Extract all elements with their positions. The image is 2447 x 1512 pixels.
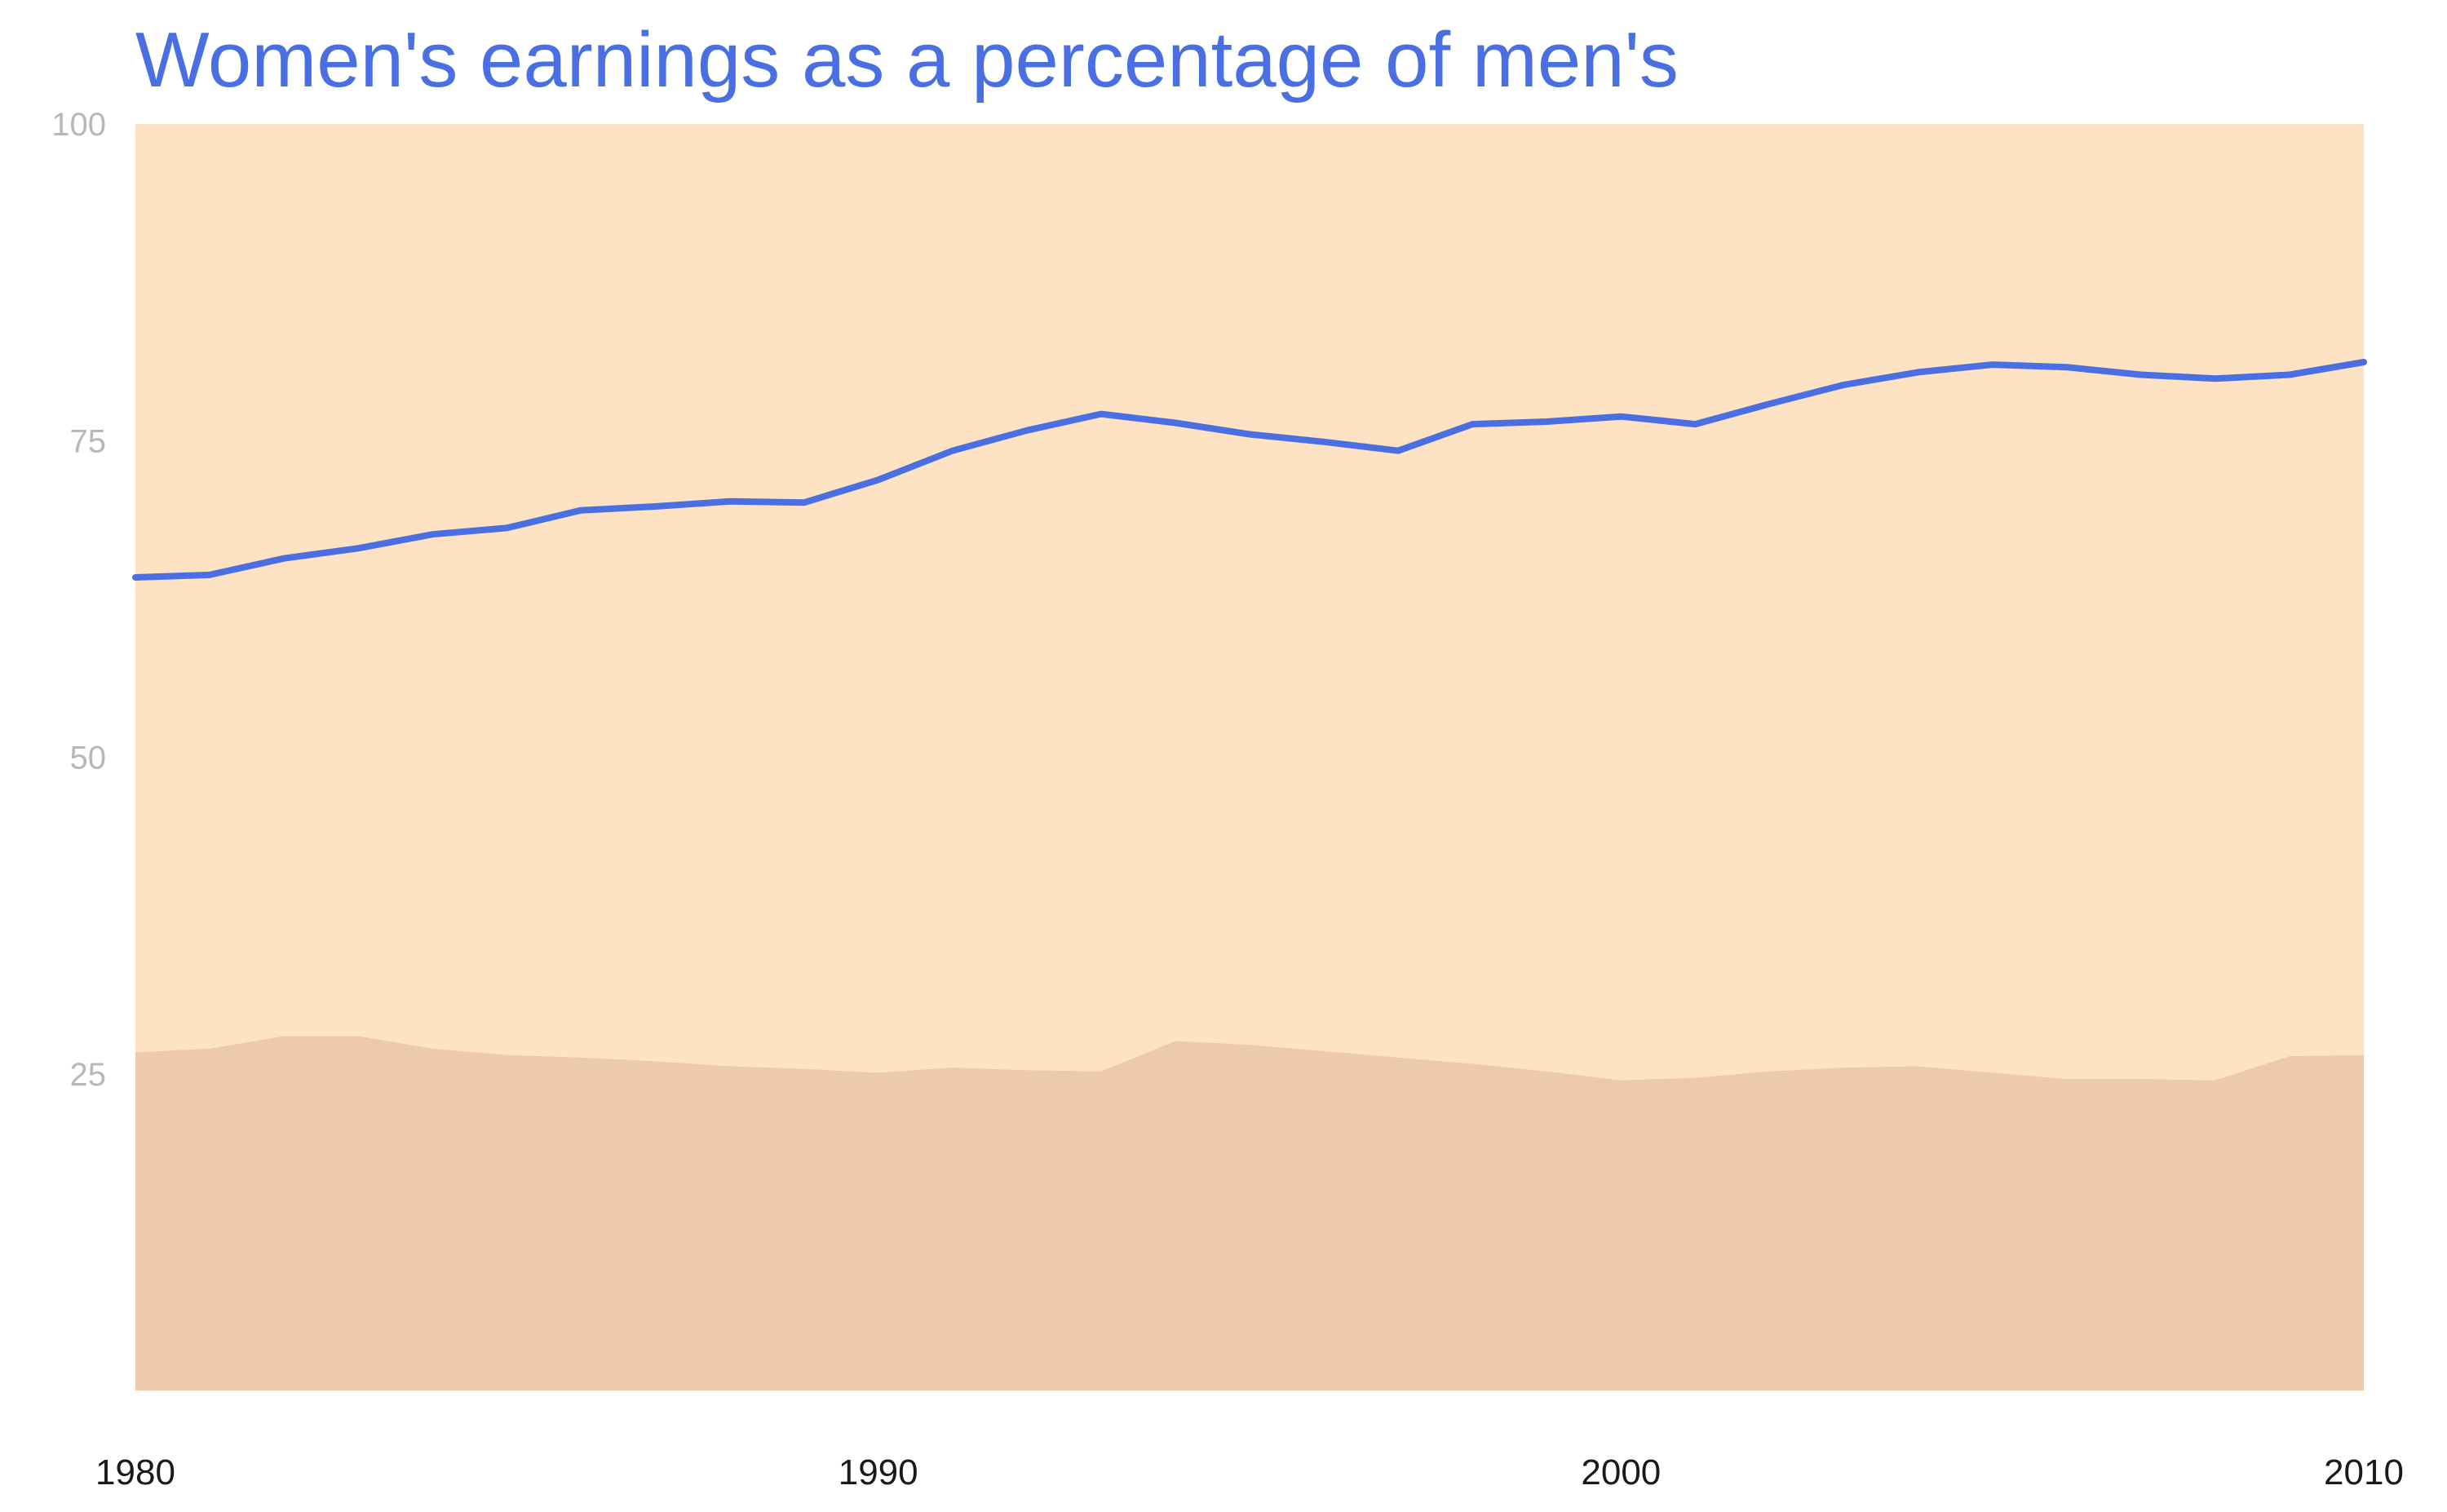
line-point [1397, 449, 1400, 452]
y-tick-label: 50 [70, 741, 107, 776]
line-point [1025, 429, 1028, 431]
line-point [728, 500, 731, 502]
area-series-1 [135, 124, 2364, 1081]
x-axis-ticks: 1980 1990 2000 2010 [95, 1452, 2404, 1492]
line-point [506, 527, 508, 529]
x-tick-label: 2010 [2324, 1452, 2404, 1492]
area-series-0 [135, 1036, 2364, 1390]
line-point [1694, 423, 1697, 426]
line-point [209, 573, 211, 576]
line-point [135, 577, 136, 578]
line-series-group [132, 359, 2367, 581]
y-tick-label: 100 [51, 107, 106, 143]
line-point [1471, 423, 1474, 426]
area-series-group [135, 124, 2364, 1390]
line-point [2214, 378, 2216, 380]
x-tick-label: 2000 [1581, 1452, 1661, 1492]
chart-title: Women's earnings as a percentage of men'… [135, 16, 1679, 104]
line-point [2363, 361, 2365, 363]
line-point [1843, 383, 1845, 386]
line-point [431, 533, 434, 536]
line-point [877, 479, 879, 481]
line-point [357, 547, 360, 550]
line-point [1174, 422, 1176, 424]
line-point [1991, 364, 1993, 366]
x-tick-label: 1990 [839, 1452, 918, 1492]
line-point [1620, 415, 1622, 418]
line-point [1100, 413, 1102, 415]
line-point [1546, 421, 1548, 422]
line-point [951, 449, 954, 452]
line-point [1768, 403, 1771, 405]
line-point [654, 506, 657, 507]
line-point [1323, 440, 1325, 443]
line-point [2288, 374, 2290, 376]
x-tick-label: 1980 [95, 1452, 175, 1492]
line-point [1249, 433, 1250, 435]
line-point [1917, 371, 1919, 374]
y-tick-label: 75 [70, 423, 107, 459]
line-point [283, 557, 285, 559]
line-point [580, 509, 582, 511]
line-point [2139, 374, 2142, 376]
line-point [803, 502, 805, 504]
y-tick-label: 25 [70, 1057, 107, 1093]
line-point [2065, 366, 2068, 369]
y-axis-ticks: 25 50 75 100 [51, 107, 106, 1093]
